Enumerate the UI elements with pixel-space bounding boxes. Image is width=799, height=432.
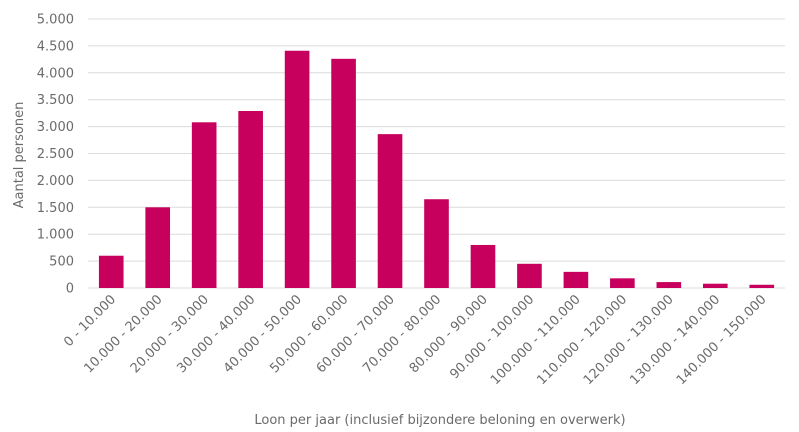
x-tick-label: 100.000 - 110.000 — [488, 292, 584, 388]
bar — [331, 58, 356, 289]
y-tick-label: 4.500 — [37, 39, 74, 54]
bar — [610, 278, 635, 288]
bar — [749, 284, 775, 288]
y-tick-label: 5.000 — [37, 13, 74, 28]
x-tick-label: 10.000 - 20.000 — [81, 292, 165, 376]
bar — [98, 255, 124, 288]
y-tick-label: 1.000 — [37, 228, 74, 243]
bar — [563, 271, 589, 288]
bar — [702, 283, 728, 288]
x-tick-label: 110.000 - 120.000 — [534, 292, 630, 388]
bar — [238, 110, 263, 288]
x-tick-label: 70.000 - 80.000 — [360, 292, 444, 376]
bar — [656, 282, 682, 288]
y-tick-label: 3.500 — [37, 93, 74, 108]
bar — [284, 50, 310, 288]
y-tick-label: 3.000 — [37, 120, 74, 135]
x-tick-label: 90.000 - 100.000 — [447, 292, 537, 382]
x-tick-label: 20.000 - 30.000 — [128, 292, 212, 376]
y-tick-label: 500 — [49, 255, 74, 270]
bar — [424, 199, 449, 288]
bar — [191, 122, 217, 289]
bar — [145, 207, 171, 288]
x-tick-label: 50.000 - 60.000 — [267, 292, 351, 376]
y-tick-label: 2.000 — [37, 174, 74, 189]
x-tick-label: 60.000 - 70.000 — [314, 292, 398, 376]
y-tick-label: 4.000 — [37, 66, 74, 81]
x-tick-label: 40.000 - 50.000 — [221, 292, 305, 376]
x-axis-title: Loon per jaar (inclusief bijzondere belo… — [254, 413, 625, 428]
x-tick-label: 30.000 - 40.000 — [174, 292, 258, 376]
x-tick-label: 80.000 - 90.000 — [407, 292, 491, 376]
y-axis-ticks: 0 500 1.000 1.500 2.000 2.500 3.000 3.500 4.000 4… — [37, 13, 74, 297]
y-tick-label: 0 — [66, 282, 74, 297]
x-tick-label: 140.000 - 150.000 — [674, 292, 770, 388]
y-tick-label: 2.500 — [37, 147, 74, 162]
bars — [98, 50, 775, 289]
x-tick-label: 130.000 - 140.000 — [627, 292, 723, 388]
bar — [377, 134, 403, 288]
y-tick-label: 1.500 — [37, 201, 74, 216]
bar — [470, 244, 496, 288]
x-tick-label: 120.000 - 130.000 — [581, 292, 677, 388]
y-axis-title: Aantal personen — [12, 102, 27, 209]
bar — [517, 263, 542, 288]
